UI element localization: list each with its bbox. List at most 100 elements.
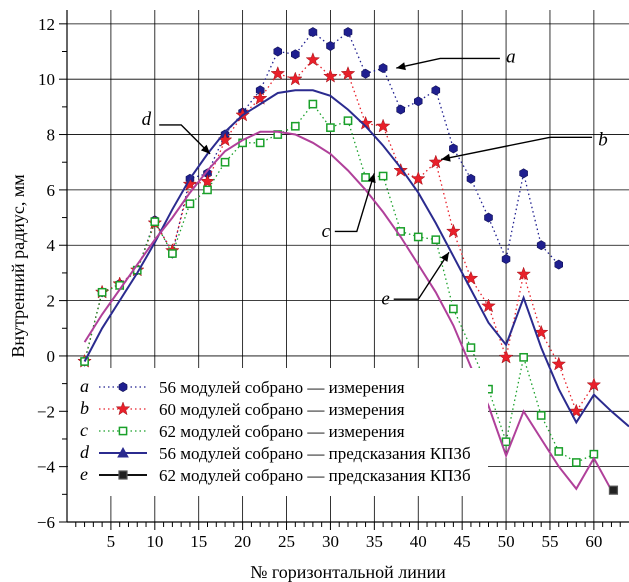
- y-tick-label: 4: [47, 236, 56, 255]
- series-layer: [77, 27, 629, 491]
- data-point-b: [217, 132, 233, 147]
- y-tick-label: −2: [37, 402, 55, 421]
- legend-marker-c: [118, 426, 128, 436]
- annotation-label-a: a: [506, 47, 516, 68]
- series-line-b: [83, 58, 595, 413]
- legend-label-e: 62 модулей собрано — предсказания КПЗб: [159, 466, 471, 485]
- legend-key-d: d: [80, 442, 90, 462]
- data-point-c: [290, 121, 300, 131]
- x-tick-label: 45: [454, 532, 471, 551]
- data-point-a: [343, 27, 353, 38]
- data-point-a: [378, 63, 388, 74]
- annotation-label-d: d: [142, 109, 152, 130]
- annotation-arrowhead-b: [441, 153, 451, 162]
- data-point-a: [413, 96, 423, 107]
- data-point-b: [288, 71, 303, 86]
- data-point-b: [533, 324, 549, 339]
- legend-label-a: 56 модулей собрано — измерения: [159, 378, 405, 397]
- data-point-b: [410, 171, 426, 186]
- y-axis-label: Внутренний радиус, мм: [8, 174, 28, 357]
- data-point-b: [375, 118, 391, 133]
- data-point-c: [97, 287, 107, 297]
- data-point-b: [182, 176, 198, 191]
- axes: [59, 10, 629, 530]
- data-point-c: [343, 116, 353, 126]
- annotation-label-e: e: [381, 289, 389, 310]
- y-tick-label: −4: [37, 458, 56, 477]
- data-point-c: [80, 357, 89, 366]
- legend-key-e: e: [80, 464, 88, 484]
- y-tick-label: 8: [47, 126, 56, 145]
- data-point-b: [446, 223, 461, 238]
- data-point-b: [586, 377, 602, 392]
- annotation-arrowhead-d: [200, 144, 211, 154]
- data-point-c: [168, 249, 177, 258]
- x-axis-label: № горизонтальной линии: [250, 562, 446, 582]
- data-point-c: [571, 458, 581, 467]
- data-point-a: [273, 46, 283, 57]
- data-point-a: [501, 254, 511, 265]
- x-tick-label: 5: [107, 532, 116, 551]
- data-point-a: [326, 41, 335, 51]
- series-line-d: [83, 89, 629, 428]
- data-point-a: [361, 68, 370, 79]
- data-point-b: [340, 65, 356, 80]
- data-point-c: [150, 217, 160, 227]
- y-tick-label: 10: [38, 70, 55, 89]
- legend-marker-a: [118, 382, 128, 392]
- x-tick-label: 25: [278, 532, 295, 551]
- legend-marker-e: [118, 470, 128, 480]
- data-point-b: [463, 270, 479, 285]
- data-point-b: [323, 68, 338, 83]
- data-point-c: [449, 304, 458, 314]
- annotation-arrow-a: [396, 57, 500, 69]
- annotation-arrowhead-e: [440, 252, 449, 262]
- data-point-b: [270, 65, 286, 80]
- data-point-b: [498, 349, 514, 364]
- legend-key-a: a: [80, 376, 89, 396]
- annotation-arrow-b: [440, 136, 593, 161]
- data-point-b: [200, 173, 215, 188]
- data-point-a: [536, 240, 546, 251]
- data-point-c: [413, 232, 423, 242]
- series-d: [83, 89, 629, 428]
- data-point-c: [501, 437, 511, 447]
- data-point-b: [481, 298, 496, 313]
- legend-item-c: c 62 модулей собрано — измерения: [80, 420, 405, 441]
- data-point-c: [378, 171, 388, 181]
- y-tick-label: 0: [47, 347, 56, 366]
- data-point-b: [393, 162, 408, 177]
- data-point-a: [466, 173, 476, 184]
- data-point-c: [554, 447, 564, 456]
- data-point-b: [305, 52, 321, 67]
- x-tick-label: 50: [498, 532, 515, 551]
- data-point-b: [569, 403, 584, 418]
- legend-item-b: b 60 модулей собрано — измерения: [80, 398, 405, 419]
- y-tick-label: 6: [47, 181, 56, 200]
- y-tick-label: −6: [37, 513, 55, 532]
- data-point-c: [361, 173, 370, 182]
- x-tick-label: 40: [410, 532, 427, 551]
- y-tick-label: 2: [47, 292, 56, 311]
- data-point-a: [519, 168, 528, 179]
- legend-key-b: b: [80, 398, 89, 418]
- x-tick-label: 15: [190, 532, 207, 551]
- y-tick-label: 12: [38, 15, 55, 34]
- data-point-a: [449, 143, 458, 154]
- data-point-c: [466, 343, 476, 352]
- data-point-c: [519, 352, 528, 362]
- annotations: a b c d e: [142, 47, 619, 495]
- data-point-c: [220, 157, 230, 167]
- data-point-a: [396, 104, 406, 115]
- data-point-a: [290, 49, 300, 60]
- data-point-a: [554, 259, 564, 270]
- series-b: [77, 52, 602, 418]
- data-point-c: [308, 99, 318, 109]
- legend-label-d: 56 модулей собрано — предсказания КПЗб: [159, 444, 471, 463]
- legend-label-b: 60 модулей собрано — измерения: [159, 400, 405, 419]
- x-tick-label: 35: [366, 532, 383, 551]
- data-point-c: [326, 123, 335, 132]
- data-point-e: [608, 485, 619, 495]
- series-a: [80, 27, 564, 367]
